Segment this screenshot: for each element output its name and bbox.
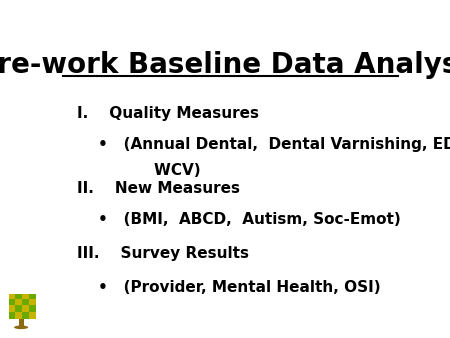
Text: •   (Provider, Mental Health, OSI): • (Provider, Mental Health, OSI) bbox=[98, 280, 381, 295]
Bar bbox=[22, 312, 29, 319]
Text: •   (BMI,  ABCD,  Autism, Soc-Emot): • (BMI, ABCD, Autism, Soc-Emot) bbox=[98, 212, 401, 227]
Bar bbox=[15, 298, 22, 306]
Bar bbox=[9, 312, 15, 319]
Bar bbox=[29, 298, 36, 306]
Bar bbox=[22, 292, 29, 298]
Bar bbox=[9, 298, 15, 306]
Bar bbox=[15, 306, 22, 312]
Bar bbox=[29, 292, 36, 298]
Text: III.    Survey Results: III. Survey Results bbox=[77, 246, 249, 261]
Ellipse shape bbox=[14, 325, 28, 329]
Text: Pre-work Baseline Data Analysis: Pre-work Baseline Data Analysis bbox=[0, 51, 450, 79]
Text: II.    New Measures: II. New Measures bbox=[77, 181, 240, 196]
Text: I.    Quality Measures: I. Quality Measures bbox=[77, 105, 259, 121]
Bar bbox=[22, 306, 29, 312]
Bar bbox=[18, 319, 23, 327]
Bar bbox=[9, 292, 15, 298]
Text: WCV): WCV) bbox=[112, 163, 201, 178]
Bar bbox=[29, 312, 36, 319]
Bar bbox=[15, 312, 22, 319]
Bar bbox=[22, 298, 29, 306]
Bar bbox=[9, 306, 15, 312]
Text: •   (Annual Dental,  Dental Varnishing, ED Utilization,: • (Annual Dental, Dental Varnishing, ED … bbox=[98, 137, 450, 152]
Bar bbox=[29, 306, 36, 312]
Bar bbox=[15, 292, 22, 298]
